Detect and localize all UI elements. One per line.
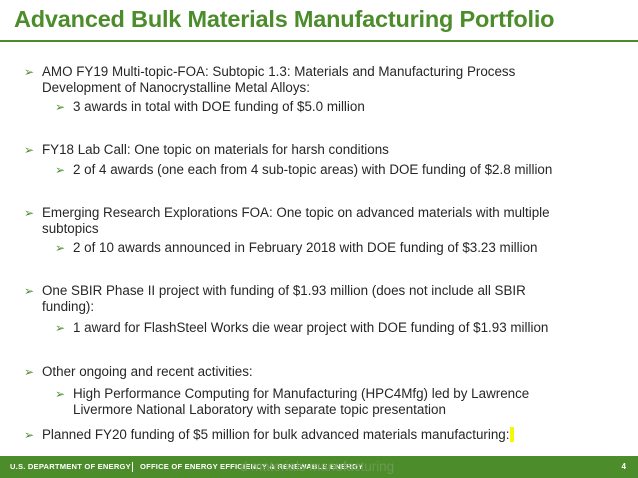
arrowhead-bullet-icon: ➢ <box>55 321 66 335</box>
bullet-text: Planned FY20 funding of $5 million for b… <box>42 427 515 444</box>
arrowhead-bullet-icon: ➢ <box>24 428 35 442</box>
arrowhead-bullet-icon: ➢ <box>55 241 66 255</box>
bullet-text: 2 of 10 awards announced in February 201… <box>73 240 538 255</box>
footer-bar: U.S. DEPARTMENT OF ENERGY OFFICE OF ENER… <box>0 456 638 478</box>
arrowhead-bullet-icon: ➢ <box>24 206 35 220</box>
bullet-text: Livermore National Laboratory with separ… <box>73 402 446 417</box>
arrowhead-bullet-icon: ➢ <box>24 143 35 157</box>
bullet-text-content: Planned FY20 funding of $5 million for b… <box>42 427 510 442</box>
arrowhead-bullet-icon: ➢ <box>24 284 35 298</box>
arrowhead-bullet-icon: ➢ <box>24 65 35 79</box>
bullet-text: FY18 Lab Call: One topic on materials fo… <box>42 142 389 157</box>
text-cursor-highlight <box>510 427 515 442</box>
footer-doe-label: U.S. DEPARTMENT OF ENERGY <box>10 462 131 471</box>
page-number: 4 <box>621 462 626 471</box>
footer-divider <box>132 462 133 472</box>
arrowhead-bullet-icon: ➢ <box>55 387 66 401</box>
bullet-text: Development of Nanocrystalline Metal All… <box>42 80 310 95</box>
slide-title: Advanced Bulk Materials Manufacturing Po… <box>14 6 555 32</box>
bullet-text: funding): <box>42 299 95 314</box>
bullet-text: Emerging Research Explorations FOA: One … <box>42 205 550 220</box>
footer-eere-label: OFFICE OF ENERGY EFFICIENCY & RENEWABLE … <box>140 462 364 471</box>
arrowhead-bullet-icon: ➢ <box>55 100 66 114</box>
bullet-text: Other ongoing and recent activities: <box>42 364 253 379</box>
bullet-text: subtopics <box>42 221 99 236</box>
bullet-text: High Performance Computing for Manufactu… <box>73 386 530 401</box>
arrowhead-bullet-icon: ➢ <box>24 365 35 379</box>
bullet-text: One SBIR Phase II project with funding o… <box>42 283 526 298</box>
overflow-text: d materials manufacturing <box>240 459 395 474</box>
title-divider <box>0 40 638 42</box>
bullet-text: AMO FY19 Multi-topic-FOA: Subtopic 1.3: … <box>42 64 516 79</box>
arrowhead-bullet-icon: ➢ <box>55 163 66 177</box>
bullet-text: 2 of 4 awards (one each from 4 sub-topic… <box>73 162 553 177</box>
bullet-text: 3 awards in total with DOE funding of $5… <box>73 99 365 114</box>
bullet-text: 1 award for FlashSteel Works die wear pr… <box>73 320 549 335</box>
